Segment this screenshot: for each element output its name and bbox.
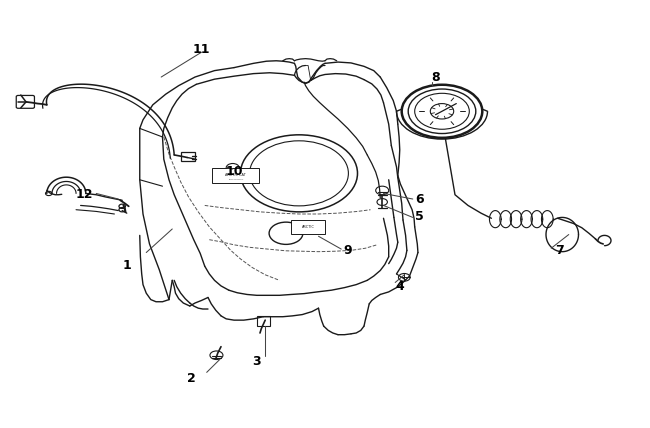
Text: 10: 10 — [226, 165, 242, 178]
FancyBboxPatch shape — [212, 168, 259, 183]
Text: 11: 11 — [193, 43, 210, 56]
Text: 4: 4 — [395, 280, 404, 293]
FancyBboxPatch shape — [291, 220, 325, 234]
Text: 9: 9 — [343, 244, 352, 257]
FancyBboxPatch shape — [16, 95, 34, 108]
FancyBboxPatch shape — [257, 316, 270, 326]
Text: 3: 3 — [252, 355, 261, 368]
Text: ___________: ___________ — [227, 176, 243, 181]
Text: 8: 8 — [431, 71, 440, 83]
Text: 5: 5 — [415, 210, 424, 223]
Text: ARCTIC CAT: ARCTIC CAT — [225, 172, 246, 177]
FancyBboxPatch shape — [181, 152, 195, 161]
Text: 1: 1 — [122, 259, 131, 272]
Text: ARCTIC: ARCTIC — [302, 225, 315, 229]
Text: 12: 12 — [76, 188, 93, 201]
Text: 2: 2 — [187, 372, 196, 385]
Text: 6: 6 — [415, 193, 424, 205]
Text: 7: 7 — [554, 244, 564, 257]
